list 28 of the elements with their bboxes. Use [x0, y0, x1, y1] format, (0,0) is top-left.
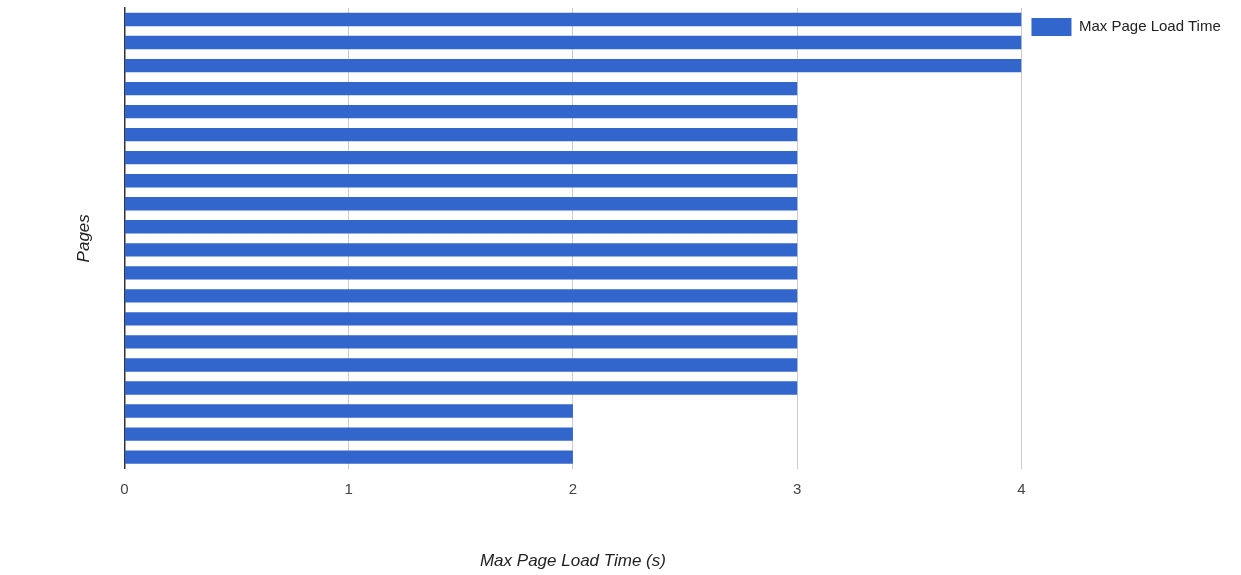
bar	[124, 243, 798, 257]
bar	[124, 427, 573, 441]
x-tick-label: 4	[1017, 479, 1026, 497]
bar	[124, 358, 798, 372]
bar	[124, 335, 798, 349]
bar	[124, 312, 798, 326]
bar	[124, 127, 798, 142]
bar	[124, 266, 798, 280]
bar	[124, 404, 573, 418]
x-tick-label: 3	[793, 479, 802, 497]
bar	[124, 381, 798, 395]
bar	[124, 197, 798, 211]
bar	[124, 174, 798, 188]
x-tick-label: 0	[120, 479, 129, 497]
bar	[124, 58, 1022, 73]
bar	[124, 35, 1022, 50]
bar	[124, 12, 1022, 27]
x-axis-title: Max Page Load Time (s)	[479, 550, 666, 570]
bar	[124, 220, 798, 234]
x-tick-label: 2	[568, 479, 578, 497]
bar	[124, 81, 798, 96]
bar	[124, 104, 798, 119]
bar	[124, 289, 798, 303]
x-tick-label: 1	[344, 479, 353, 497]
legend-label: Max Page Load Time	[1078, 17, 1221, 35]
bar	[124, 450, 573, 464]
bar	[124, 151, 798, 165]
y-axis-title: Pages	[73, 213, 93, 263]
